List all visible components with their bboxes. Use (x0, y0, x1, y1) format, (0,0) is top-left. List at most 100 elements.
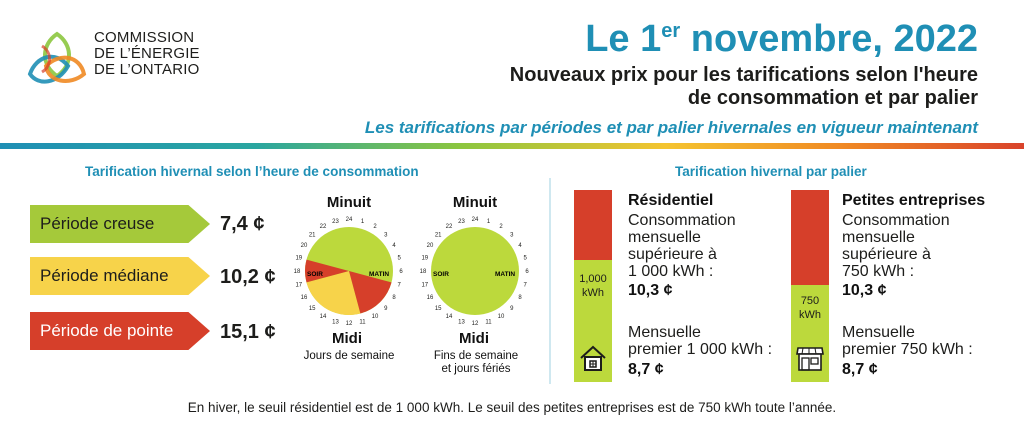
footer-note: En hiver, le seuil résidentiel est de 1 … (187, 400, 837, 415)
residential-lower-line-2: premier 1 000 kWh : (628, 341, 773, 358)
weekend-caption-line-1: Fins de semaine (433, 350, 519, 362)
date-prefix: Le 1 (585, 18, 662, 60)
weekend-hour-7: 7 (524, 283, 528, 289)
weekday-hour-18: 18 (294, 269, 301, 275)
weekend-hour-14: 14 (446, 314, 453, 320)
residential-threshold: 1,000 kWh (574, 272, 612, 300)
weekend-hour-6: 6 (525, 269, 529, 275)
weekday-hour-5: 5 (398, 256, 402, 262)
weekday-hour-17: 17 (295, 283, 302, 289)
oeb-logo-icon (22, 26, 92, 96)
business-upper-line-1: Consommation (842, 212, 950, 229)
weekday-hour-1: 1 (361, 219, 365, 225)
weekend-clock-caption: Fins de semaine et jours fériés (434, 350, 518, 376)
weekday-hour-11: 11 (359, 319, 366, 325)
org-line-2: DE L’ÉNERGIE (94, 45, 200, 62)
weekday-hour-10: 10 (372, 314, 379, 320)
weekday-hour-6: 6 (399, 269, 403, 275)
weekend-hour-3: 3 (510, 232, 514, 238)
weekend-hour-1: 1 (487, 219, 491, 225)
period-mid-peak-price: 10,2 ¢ (220, 266, 276, 288)
business-threshold-value: 750 (800, 295, 820, 307)
weekday-hour-3: 3 (384, 232, 388, 238)
weekday-clock-noon: Midi (332, 330, 362, 347)
weekend-soir-label: SOIR (433, 271, 449, 278)
period-on-peak: Période de pointe (30, 312, 210, 350)
business-lower-line-2: premier 750 kWh : (842, 341, 973, 358)
house-icon (578, 344, 608, 372)
business-upper-line-3: supérieure à (842, 246, 931, 263)
weekend-hour-18: 18 (420, 269, 427, 275)
business-lower-line-1: Mensuelle (842, 324, 915, 341)
weekday-hour-20: 20 (301, 243, 308, 249)
residential-upper-tier (574, 190, 612, 260)
residential-heading: Résidentiel (628, 192, 714, 209)
weekend-hour-4: 4 (518, 243, 522, 249)
period-off-peak: Période creuse (30, 205, 210, 243)
page-subtitle: Nouveaux prix pour les tarifications sel… (510, 64, 978, 110)
business-upper-line-4: 750 kWh : (842, 263, 915, 280)
org-line-1: COMMISSION (94, 29, 195, 46)
period-on-peak-label: Période de pointe (40, 321, 174, 340)
weekday-soir-label: SOIR (307, 271, 323, 278)
weekday-hour-19: 19 (295, 256, 302, 262)
weekend-clock-chart: 24 1234567891011121314151617181920212223 … (420, 217, 530, 327)
weekend-hour-23: 23 (458, 219, 465, 225)
weekend-hour-21: 21 (435, 232, 442, 238)
residential-upper-line-3: supérieure à (628, 246, 717, 263)
weekend-hour-8: 8 (518, 295, 522, 301)
period-mid-peak-label: Période médiane (40, 266, 169, 285)
residential-upper-line-2: mensuelle (628, 229, 701, 246)
business-heading: Petites entreprises (842, 192, 986, 209)
weekend-caption-line-2: et jours fériés (441, 363, 511, 375)
weekday-hour-15: 15 (309, 306, 316, 312)
weekend-hour-9: 9 (510, 306, 514, 312)
weekday-hour-13: 13 (332, 319, 339, 325)
date-superscript: er (661, 20, 681, 42)
business-tier-bar (791, 190, 829, 382)
weekend-hour-2: 2 (499, 224, 503, 230)
residential-upper-price: 10,3 ¢ (628, 282, 673, 299)
business-lower-text: Mensuelle premier 750 kWh : (842, 324, 973, 358)
weekday-matin-label: MATIN (369, 271, 389, 278)
weekday-on-peak-sector-evening (305, 259, 349, 283)
weekend-hour-11: 11 (485, 319, 492, 325)
weekend-clock-noon: Midi (459, 330, 489, 347)
weekend-hour-17: 17 (421, 283, 428, 289)
period-off-peak-label: Période creuse (40, 214, 155, 233)
date-suffix: novembre, 2022 (680, 18, 978, 60)
residential-threshold-value: 1,000 (579, 273, 607, 285)
weekend-hour-12: 12 (472, 321, 479, 327)
weekday-hour-9: 9 (384, 306, 388, 312)
storefront-icon (795, 344, 825, 372)
business-upper-price: 10,3 ¢ (842, 282, 887, 299)
weekday-hour-4: 4 (392, 243, 396, 249)
weekend-hour-13: 13 (458, 319, 465, 325)
subtitle-line-1: Nouveaux prix pour les tarifications sel… (509, 64, 978, 86)
weekend-hour-16: 16 (427, 295, 434, 301)
period-mid-peak: Période médiane (30, 257, 210, 295)
residential-threshold-unit: kWh (582, 287, 604, 299)
weekend-hour-15: 15 (435, 306, 442, 312)
weekday-hour-23: 23 (332, 219, 339, 225)
weekend-clock-face (431, 227, 519, 315)
residential-tier-bar (574, 190, 612, 382)
weekend-hour-24: 24 (472, 217, 479, 223)
gradient-divider (0, 143, 1024, 149)
tagline: Les tarifications par périodes et par pa… (364, 118, 978, 137)
weekend-clock-midnight: Minuit (452, 194, 498, 211)
weekday-hour-22: 22 (320, 224, 327, 230)
subtitle-line-2: de consommation et par palier (687, 87, 978, 109)
weekday-hour-2: 2 (373, 224, 377, 230)
tou-section-title: Tarification hivernal selon l’heure de c… (85, 164, 419, 179)
weekend-hour-5: 5 (524, 256, 528, 262)
business-threshold: 750 kWh (791, 294, 829, 322)
weekday-hour-24: 24 (346, 217, 353, 223)
weekday-clock-chart: 24 1234567891011121314151617181920212223 … (294, 217, 404, 327)
weekend-matin-label: MATIN (495, 271, 515, 278)
business-lower-price: 8,7 ¢ (842, 361, 878, 378)
weekday-hour-7: 7 (398, 283, 402, 289)
residential-lower-line-1: Mensuelle (628, 324, 701, 341)
business-upper-text: Consommation mensuelle supérieure à 750 … (842, 212, 950, 280)
